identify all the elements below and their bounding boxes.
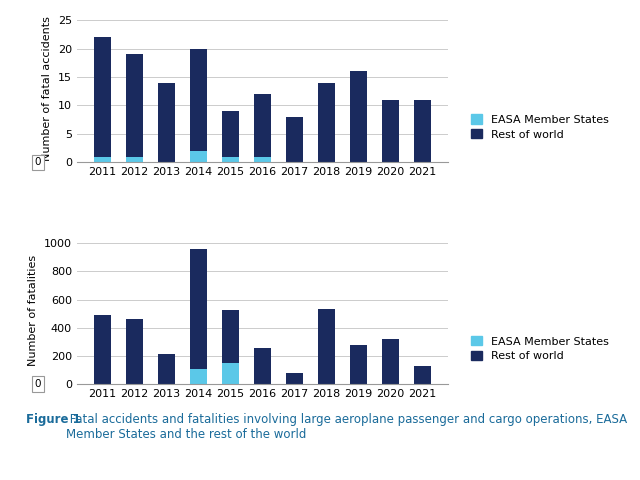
Bar: [349, 345, 367, 384]
Bar: [93, 315, 111, 384]
Bar: [253, 94, 271, 156]
Legend: EASA Member States, Rest of world: EASA Member States, Rest of world: [468, 112, 611, 142]
Bar: [381, 100, 399, 162]
Bar: [253, 156, 271, 162]
Bar: [125, 54, 143, 156]
Bar: [189, 249, 207, 369]
Text: Figure 1: Figure 1: [26, 413, 81, 426]
Y-axis label: Number of fatal accidents: Number of fatal accidents: [42, 16, 52, 161]
Bar: [285, 373, 303, 384]
Bar: [221, 363, 239, 384]
Bar: [381, 339, 399, 384]
Bar: [317, 309, 335, 384]
Bar: [413, 100, 431, 162]
Bar: [189, 369, 207, 384]
Y-axis label: Number of fatalities: Number of fatalities: [28, 254, 38, 366]
Bar: [93, 156, 111, 162]
Bar: [125, 319, 143, 384]
Bar: [413, 366, 431, 384]
Text: 0: 0: [35, 157, 41, 167]
Legend: EASA Member States, Rest of world: EASA Member States, Rest of world: [468, 334, 611, 364]
Bar: [285, 117, 303, 162]
Bar: [157, 354, 175, 384]
Bar: [221, 156, 239, 162]
Bar: [93, 37, 111, 156]
Bar: [253, 348, 271, 384]
Text: Fatal accidents and fatalities involving large aeroplane passenger and cargo ope: Fatal accidents and fatalities involving…: [66, 413, 627, 441]
Bar: [125, 156, 143, 162]
Bar: [189, 151, 207, 162]
Bar: [157, 83, 175, 162]
Bar: [221, 111, 239, 156]
Bar: [221, 310, 239, 363]
Bar: [317, 83, 335, 162]
Bar: [349, 71, 367, 162]
Text: 0: 0: [35, 379, 41, 389]
Bar: [189, 48, 207, 151]
